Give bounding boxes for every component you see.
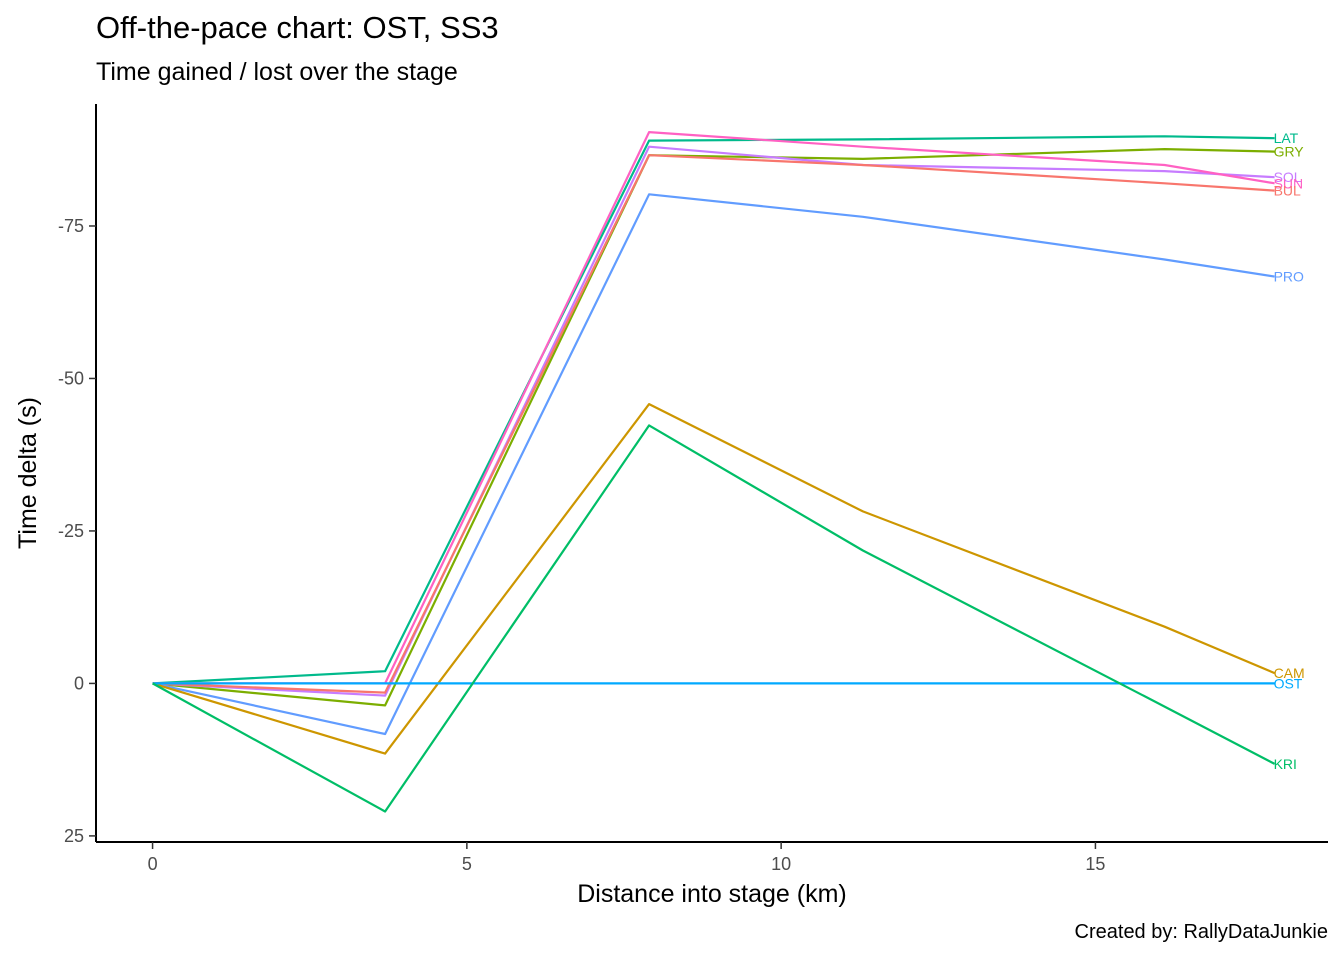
series-line-bul [152,154,1275,694]
x-tick-label: 5 [462,854,472,874]
x-axis-title: Distance into stage (km) [577,880,847,908]
series-line-lat [152,135,1275,685]
series-line-gry [152,148,1275,707]
series-label-ost: OST [1274,675,1303,691]
series-line-sun [152,131,1275,685]
chart-subtitle: Time gained / lost over the stage [96,58,458,86]
series-line-kri [152,424,1276,813]
series-label-lat: LAT [1274,130,1299,146]
series-label-kri: KRI [1274,756,1297,772]
series-lines [152,131,1276,813]
y-axis-title: Time delta (s) [14,397,42,549]
x-tick-label: 0 [148,854,158,874]
series-label-bul: BUL [1274,183,1301,199]
series-label-cam: CAM [1274,665,1305,681]
x-tick-label: 10 [771,854,791,874]
y-tick-label: -50 [58,368,84,388]
x-tick-label: 15 [1085,854,1105,874]
y-tick-label: -75 [58,216,84,236]
y-tick-label: 25 [64,826,84,846]
chart-title: Off-the-pace chart: OST, SS3 [96,10,499,45]
series-label-gry: GRY [1274,144,1305,160]
series-label-sol: SOL [1274,169,1302,185]
y-tick-label: -25 [58,521,84,541]
chart-caption: Created by: RallyDataJunkie [1074,921,1328,943]
series-line-cam [152,403,1276,755]
axes: 0 5 10 15 25 0 -25 -50 -75 Distance into stage (k… [14,104,1328,908]
series-label-pro: PRO [1274,269,1304,285]
series-line-sol [152,145,1275,697]
series-label-sun: SUN [1274,175,1304,191]
y-tick-label: 0 [74,673,84,693]
series-line-pro [152,193,1275,736]
